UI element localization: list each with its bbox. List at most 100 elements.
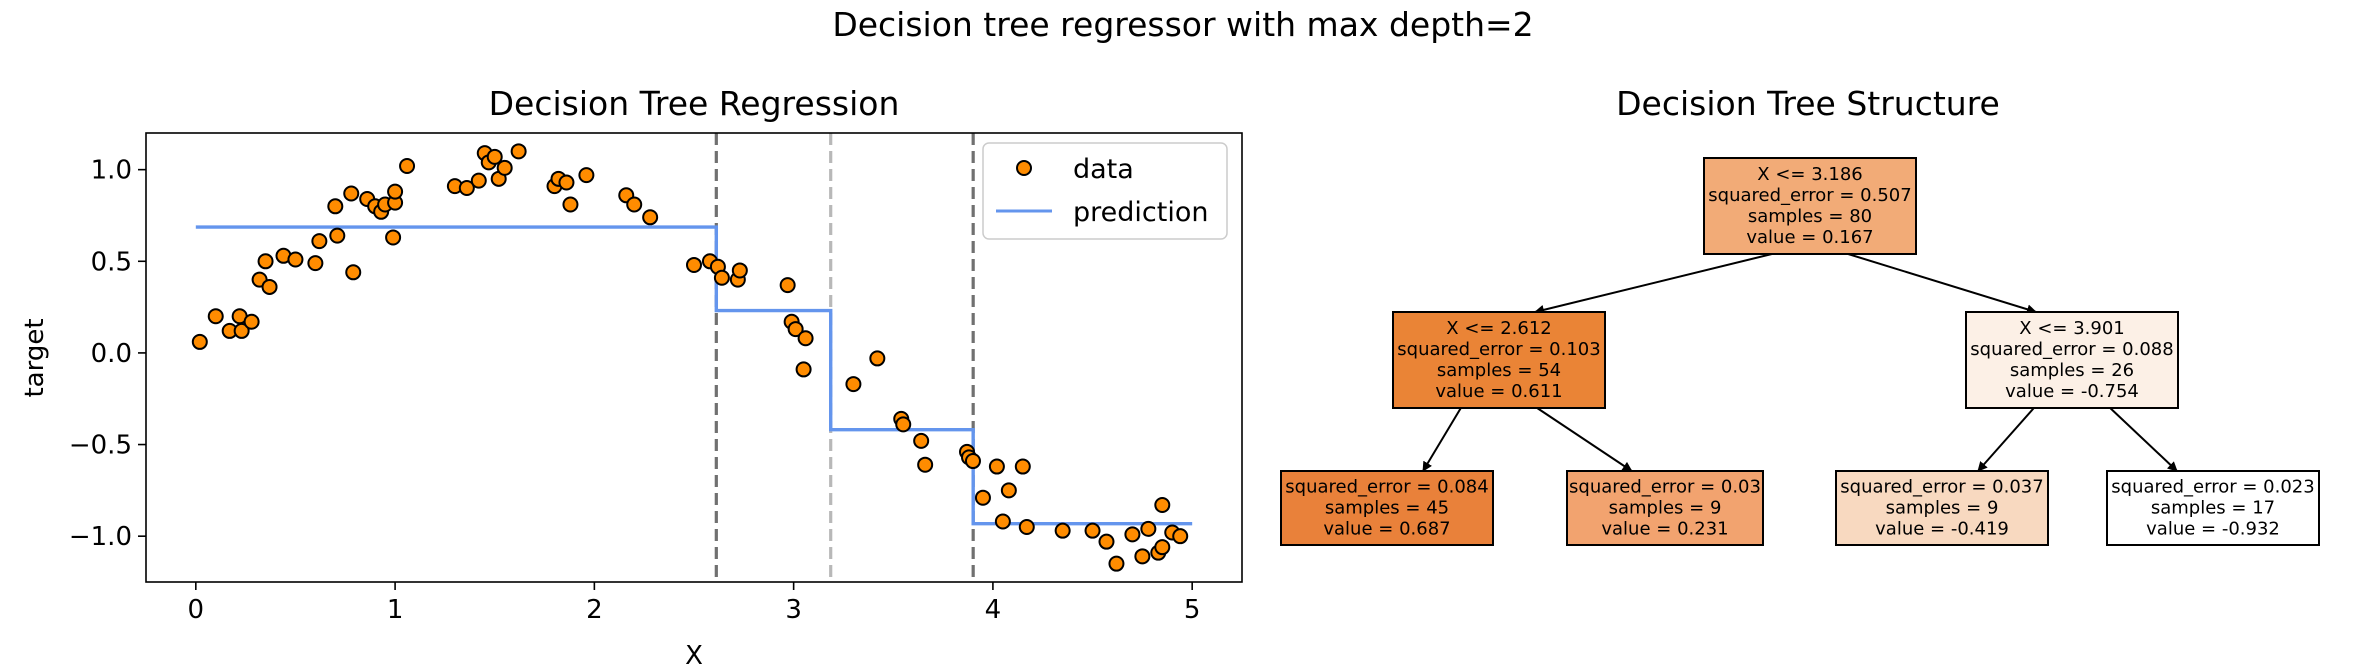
y-tick-label: 0.0	[91, 339, 132, 369]
x-ticks: 0 1 2 3 4 5	[188, 582, 1201, 625]
data-point	[797, 330, 814, 347]
data-point	[399, 157, 416, 174]
data-point	[307, 255, 324, 272]
plot-area	[191, 133, 1193, 582]
y-tick-label: 1.0	[91, 156, 132, 186]
prediction-line	[195, 225, 1193, 526]
tree-node-text: value = -0.754	[2005, 381, 2139, 402]
data-point	[486, 148, 503, 165]
tree-node-text: value = 0.167	[1746, 227, 1873, 248]
x-tick-label: 0	[188, 595, 205, 625]
legend: data prediction	[982, 142, 1228, 240]
data-point	[562, 196, 579, 213]
tree-title: Decision Tree Structure	[1616, 84, 2000, 123]
data-point	[1018, 519, 1035, 536]
tree-node-text: X <= 2.612	[1446, 318, 1551, 339]
tree-node-text: value = -0.419	[1875, 519, 2009, 540]
data-point	[779, 277, 796, 294]
tree-node-text: X <= 3.901	[2019, 318, 2124, 339]
legend-data-label: data	[1073, 154, 1134, 185]
tree-node-text: value = 0.231	[1601, 519, 1728, 540]
tree-node-box	[1566, 470, 1764, 546]
tree-node-text: value = 0.611	[1435, 381, 1562, 402]
legend-prediction-label: prediction	[1073, 197, 1208, 228]
data-point	[895, 416, 912, 433]
tree-node-text: squared_error = 0.023	[2111, 477, 2314, 498]
data-point	[795, 361, 812, 378]
data-point	[974, 489, 991, 506]
figure-title: Decision tree regressor with max depth=2	[832, 5, 1533, 44]
tree-node-box	[2106, 470, 2320, 546]
data-point	[713, 269, 730, 286]
data-point	[261, 278, 278, 295]
data-point	[287, 251, 304, 268]
y-tick-label: −0.5	[69, 431, 132, 461]
data-point	[988, 458, 1005, 475]
x-axis-label: X	[685, 641, 703, 671]
tree-edge	[1847, 253, 2037, 315]
tree-node-text: X <= 3.186	[1757, 164, 1862, 185]
tree-node-text: value = -0.932	[2146, 519, 2280, 540]
tree-node-text: samples = 9	[1886, 498, 1999, 519]
legend-data-marker	[1016, 160, 1032, 176]
x-tick-label: 3	[785, 595, 802, 625]
data-point	[1172, 528, 1189, 545]
data-point	[1134, 548, 1151, 565]
tree-node-text: samples = 26	[2010, 360, 2134, 381]
data-point	[343, 185, 360, 202]
data-point	[913, 432, 930, 449]
x-tick-label: 2	[586, 595, 603, 625]
tree-node-text: samples = 9	[1609, 498, 1722, 519]
data-point	[1084, 522, 1101, 539]
x-tick-label: 1	[387, 595, 404, 625]
data-point	[496, 159, 513, 176]
data-point	[1154, 539, 1171, 556]
tree-edge	[1977, 407, 2035, 472]
data-point	[233, 322, 250, 339]
tree-node-box	[1280, 470, 1494, 546]
data-point	[1124, 526, 1141, 543]
tree-node-box	[1703, 157, 1917, 255]
y-ticks: 1.0 0.5 0.0 −0.5 −1.0	[69, 156, 146, 552]
tree-panel: Decision Tree Structure X <= 3.186square…	[1280, 84, 2320, 546]
axes-frame	[145, 132, 1243, 583]
data-point	[917, 456, 934, 473]
regression-panel: Decision Tree Regression 0 1 2 3 4 5 1.0 0.5 0.…	[20, 84, 1243, 671]
data-point	[385, 229, 402, 246]
data-point	[845, 376, 862, 393]
tree-node-text: samples = 80	[1748, 206, 1872, 227]
tree-node-box	[1965, 311, 2179, 409]
data-point	[994, 513, 1011, 530]
data-point	[642, 209, 659, 226]
data-point	[1014, 458, 1031, 475]
data-point	[1154, 497, 1171, 514]
data-point	[329, 227, 346, 244]
data-point	[257, 253, 274, 270]
data-point	[458, 179, 475, 196]
data-point	[191, 333, 208, 350]
data-point	[1054, 522, 1071, 539]
data-point	[869, 350, 886, 367]
x-tick-label: 5	[1184, 595, 1201, 625]
tree-node-text: squared_error = 0.507	[1708, 185, 1911, 206]
tree-node-text: squared_error = 0.03	[1569, 477, 1761, 498]
data-point	[731, 262, 748, 279]
data-point	[578, 167, 595, 184]
tree-edge	[1536, 407, 1633, 472]
legend-frame	[982, 142, 1228, 240]
data-point	[345, 264, 362, 281]
data-point	[1000, 482, 1017, 499]
tree-node-text: squared_error = 0.088	[1970, 339, 2173, 360]
data-point	[207, 308, 224, 325]
x-tick-label: 4	[985, 595, 1002, 625]
tree-node-box	[1392, 311, 1606, 409]
regression-title: Decision Tree Regression	[489, 84, 900, 123]
data-point	[1108, 555, 1125, 572]
